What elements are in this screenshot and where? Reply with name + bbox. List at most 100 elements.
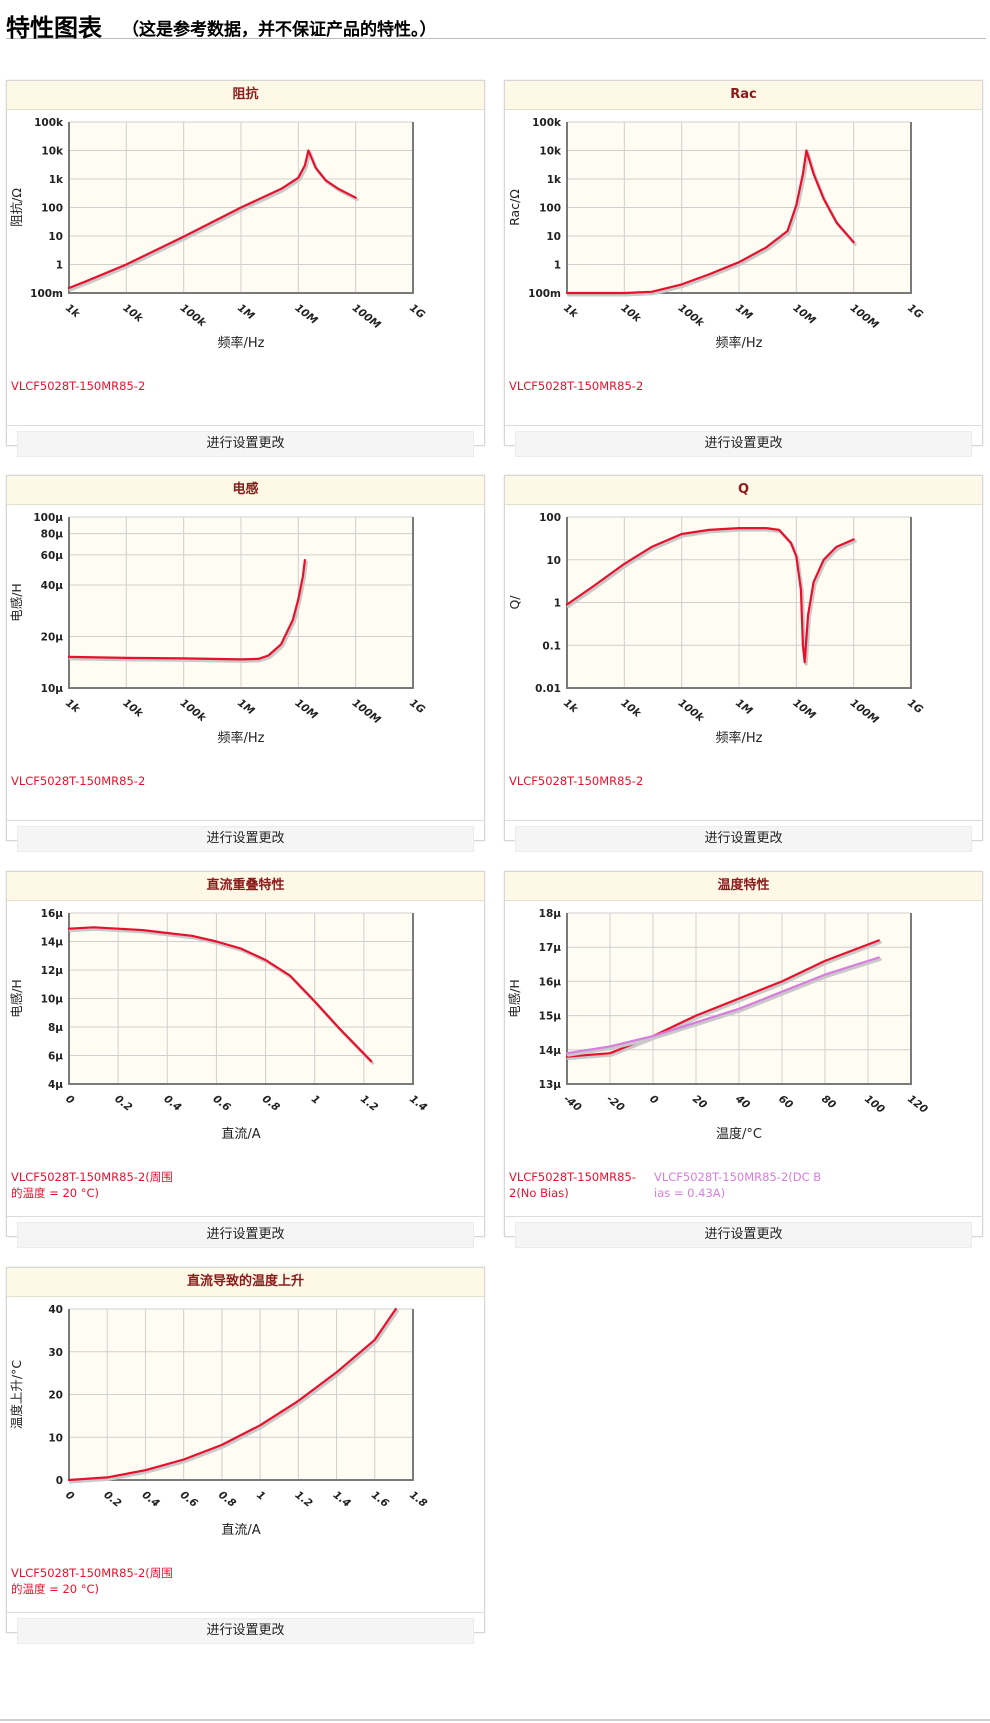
y-tick-label: 100μ [33, 512, 63, 524]
chart-title: 温度特性 [505, 872, 982, 901]
y-tick-label: 20 [48, 1390, 63, 1402]
y-tick-label: 60μ [41, 550, 64, 562]
axis-frame [68, 1309, 414, 1481]
y-tick-label: 20μ [41, 632, 64, 644]
x-tick-label: 10k [120, 302, 145, 325]
y-tick-label: 10 [546, 555, 561, 567]
x-tick-label: 1k [561, 302, 580, 321]
axis-frame [68, 517, 414, 689]
legend-entry-dc-bias: VLCF5028T-150MR85-2(DC B ias = 0.43A) [654, 1169, 844, 1201]
legend-entry: VLCF5028T-150MR85-2 [509, 378, 959, 394]
y-tick-label: 18μ [539, 908, 562, 920]
chart-svg-temp-rise: 0 0.2 0.4 0.6 0.8 1 1.2 1.4 1.6 1.8 0 10 20 30 40 直流/A 温… [9, 1304, 429, 1538]
chart-svg-rac: 1k 10k 100k 1M 10M 100M 1G 100m 1 10 100 1k 10k 100k 频… [507, 117, 925, 351]
legend-line: VLCF5028T-150MR85-2 [509, 774, 644, 788]
y-tick-label: 4μ [48, 1079, 63, 1091]
x-tick-label: 0.4 [140, 1489, 162, 1510]
change-settings-button[interactable]: 进行设置更改 [17, 431, 474, 457]
x-tick-label: 1M [733, 302, 755, 323]
divider [7, 1612, 484, 1613]
legend-line: 的温度 = 20 °C) [11, 1186, 100, 1200]
y-tick-label: 8μ [48, 1022, 63, 1034]
x-tick-label: 0.2 [101, 1489, 123, 1510]
x-tick-label: 0 [63, 1489, 76, 1503]
series-line [67, 149, 357, 290]
x-tick-label: 1M [235, 302, 257, 323]
x-tick-label: 0 [647, 1093, 660, 1107]
change-settings-button[interactable]: 进行设置更改 [515, 431, 972, 457]
y-tick-label: 100k [532, 117, 562, 129]
x-tick-label: 1G [905, 302, 925, 321]
change-settings-button[interactable]: 进行设置更改 [17, 826, 474, 852]
x-tick-label: 10M [292, 302, 320, 327]
x-tick-label: 0.2 [112, 1093, 134, 1114]
y-tick-label: 100m [30, 288, 63, 300]
x-axis-label: 频率/Hz [218, 335, 265, 351]
y-axis-label: Rac/Ω [507, 189, 522, 226]
x-axis-label: 频率/Hz [716, 730, 763, 746]
series-shadow [567, 958, 882, 1057]
x-tick-label: 1 [309, 1093, 322, 1107]
x-tick-label: -40 [561, 1093, 583, 1114]
y-axis-label: 电感/H [507, 979, 522, 1018]
chart-title: 阻抗 [7, 81, 484, 110]
series-line [67, 926, 373, 1063]
x-tick-label: 100k [676, 697, 707, 725]
change-settings-button[interactable]: 进行设置更改 [515, 826, 972, 852]
page-title: 特性图表 [6, 14, 102, 42]
x-tick-label: 1.6 [369, 1489, 391, 1510]
y-tick-label: 10μ [41, 683, 64, 695]
y-tick-label: 15μ [539, 1011, 562, 1023]
x-tick-label: 100 [862, 1093, 887, 1116]
y-tick-label: 40μ [41, 580, 64, 592]
chart-title: Rac [505, 81, 982, 110]
y-tick-label: 1 [554, 598, 561, 610]
chart-svg-impedance: 1k 10k 100k 1M 10M 100M 1G 100m 1 10 100 1k 10k 100k 频… [9, 117, 427, 351]
y-tick-label: 10 [48, 1432, 63, 1444]
x-tick-label: 0.8 [260, 1093, 282, 1114]
change-settings-button[interactable]: 进行设置更改 [17, 1222, 474, 1248]
x-tick-label: 1G [905, 697, 925, 716]
x-tick-label: 1G [407, 302, 427, 321]
y-tick-label: 12μ [41, 965, 64, 977]
x-tick-label: 1k [63, 302, 82, 321]
x-tick-label: 120 [905, 1093, 930, 1116]
x-tick-label: 0.6 [178, 1489, 200, 1510]
change-settings-button[interactable]: 进行设置更改 [17, 1618, 474, 1644]
x-tick-label: 0.6 [211, 1093, 233, 1114]
chart-card-inductance: 电感 1k 10k 100k 1M 10M 100M 1G 10μ 20μ 40μ 60μ 80μ 10… [6, 475, 485, 852]
x-tick-label: 1M [235, 697, 257, 718]
chart-card-impedance: 阻抗 1k 10k 100k 1M 10M 100M 1G 100m 1 10 100 1k 10k 10… [6, 80, 485, 457]
y-tick-label: 13μ [539, 1079, 562, 1091]
legend-line: ias = 0.43A) [654, 1186, 726, 1200]
y-tick-label: 80μ [41, 529, 64, 541]
x-tick-label: -20 [604, 1093, 626, 1114]
x-tick-label: 10k [120, 697, 145, 720]
x-tick-label: 1M [733, 697, 755, 718]
legend-entry: VLCF5028T-150MR85-2(周围 的温度 = 20 °C) [11, 1169, 191, 1201]
chart-card-dc-superposition: 直流重叠特性 0 0.2 0.4 0.6 0.8 1 1.2 1.4 4μ 6μ 8μ 10μ 12μ 1… [6, 871, 485, 1248]
x-tick-label: 10M [292, 697, 320, 722]
legend-entry: VLCF5028T-150MR85-2 [509, 773, 959, 789]
y-tick-label: 30 [48, 1347, 63, 1359]
chart-card-temperature: 温度特性 -40 -20 0 20 40 60 80 100 120 13μ 14μ 15μ 16μ 17… [504, 871, 983, 1248]
divider [7, 1216, 484, 1217]
footer-divider [0, 1719, 990, 1721]
y-tick-label: 0 [56, 1475, 63, 1487]
divider [7, 820, 484, 821]
change-settings-button[interactable]: 进行设置更改 [515, 1222, 972, 1248]
divider [7, 425, 484, 426]
legend-line: 2(No Bias) [509, 1186, 569, 1200]
y-tick-label: 100 [41, 203, 63, 215]
x-tick-label: 1.4 [407, 1093, 429, 1114]
legend-entry-no-bias: VLCF5028T-150MR85- 2(No Bias) [509, 1169, 649, 1201]
chart-svg-dc-superposition: 0 0.2 0.4 0.6 0.8 1 1.2 1.4 4μ 6μ 8μ 10μ 12μ 14μ 16μ 直流… [9, 908, 429, 1142]
series-line [67, 559, 306, 661]
y-tick-label: 10k [539, 146, 562, 158]
divider [505, 425, 982, 426]
chart-title: Q [505, 476, 982, 505]
chart-svg-inductance: 1k 10k 100k 1M 10M 100M 1G 10μ 20μ 40μ 60μ 80μ 100μ 频… [9, 512, 427, 746]
x-tick-label: 0 [63, 1093, 76, 1107]
x-tick-label: 0.4 [161, 1093, 183, 1114]
chart-card-q: Q 1k 10k 100k 1M 10M 100M 1G 0.01 0.1 1 10 100 频率/Hz… [504, 475, 983, 852]
